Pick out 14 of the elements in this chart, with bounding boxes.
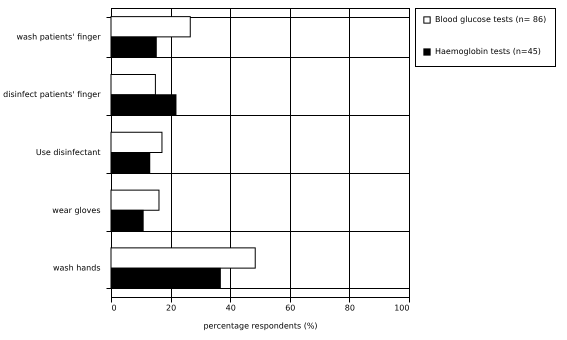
x-tick-label: 80 (344, 304, 355, 312)
y-tick-label: disinfect patients' finger (3, 90, 102, 100)
legend-label: Blood glucose tests (n= 86) (435, 15, 546, 24)
x-tick-label: 20 (166, 304, 176, 312)
x-tick-label: 60 (285, 304, 296, 312)
x-axis-title: percentage respondents (%) (203, 322, 318, 330)
y-tick-label: Use disinfectant (36, 148, 100, 157)
y-tick-label: wear gloves (52, 206, 100, 215)
x-tick-label: 0 (112, 304, 117, 312)
x-tick-label: 40 (226, 304, 236, 312)
x-tick-label: 100 (394, 304, 410, 312)
y-tick-label: wash hands (52, 264, 100, 273)
legend-label: Haemoglobin tests (n=45) (435, 47, 541, 56)
y-tick-label: wash patients' finger (16, 32, 102, 42)
